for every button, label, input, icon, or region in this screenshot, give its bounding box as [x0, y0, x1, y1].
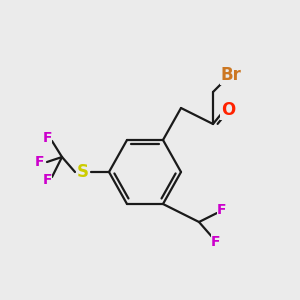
- Text: O: O: [221, 101, 235, 119]
- Text: F: F: [42, 131, 52, 145]
- Text: S: S: [77, 163, 89, 181]
- Text: Br: Br: [220, 66, 242, 84]
- Text: F: F: [35, 155, 45, 169]
- Text: F: F: [42, 173, 52, 187]
- Text: F: F: [217, 203, 227, 217]
- Text: F: F: [211, 235, 221, 249]
